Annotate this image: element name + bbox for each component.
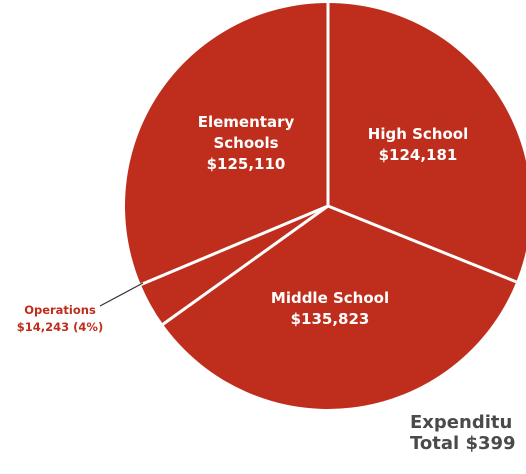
label-elementary-name-line2: Schools [213,134,279,152]
label-elementary-name-line1: Elementary [197,113,295,131]
slice-elementary-schools [125,3,328,285]
label-high-school-value: $124,181 [378,146,458,164]
label-middle-school-value: $135,823 [290,310,370,328]
label-high-school: High School $124,181 [348,124,488,166]
label-high-school-name: High School [367,125,469,143]
operations-leader-line [99,282,144,307]
slice-high-school [328,3,526,282]
slice-separator [140,204,329,286]
label-middle-school: Middle School $135,823 [250,288,410,330]
footer-title: Expenditu Total $399 [410,412,516,454]
label-operations-value: $14,243 (4%) [16,320,104,334]
label-operations-name: Operations [24,303,96,317]
slice-separator [162,204,329,326]
footer-line2: Total $399 [410,433,516,454]
label-elementary-schools: Elementary Schools $125,110 [176,112,316,175]
slice-separator [327,204,517,284]
label-middle-school-name: Middle School [270,289,390,307]
slice-middle-school [162,206,517,409]
slice-operations [140,206,328,325]
label-elementary-value: $125,110 [206,155,286,173]
label-operations: Operations $14,243 (4%) [0,302,120,336]
footer-line1: Expenditu [410,412,513,433]
